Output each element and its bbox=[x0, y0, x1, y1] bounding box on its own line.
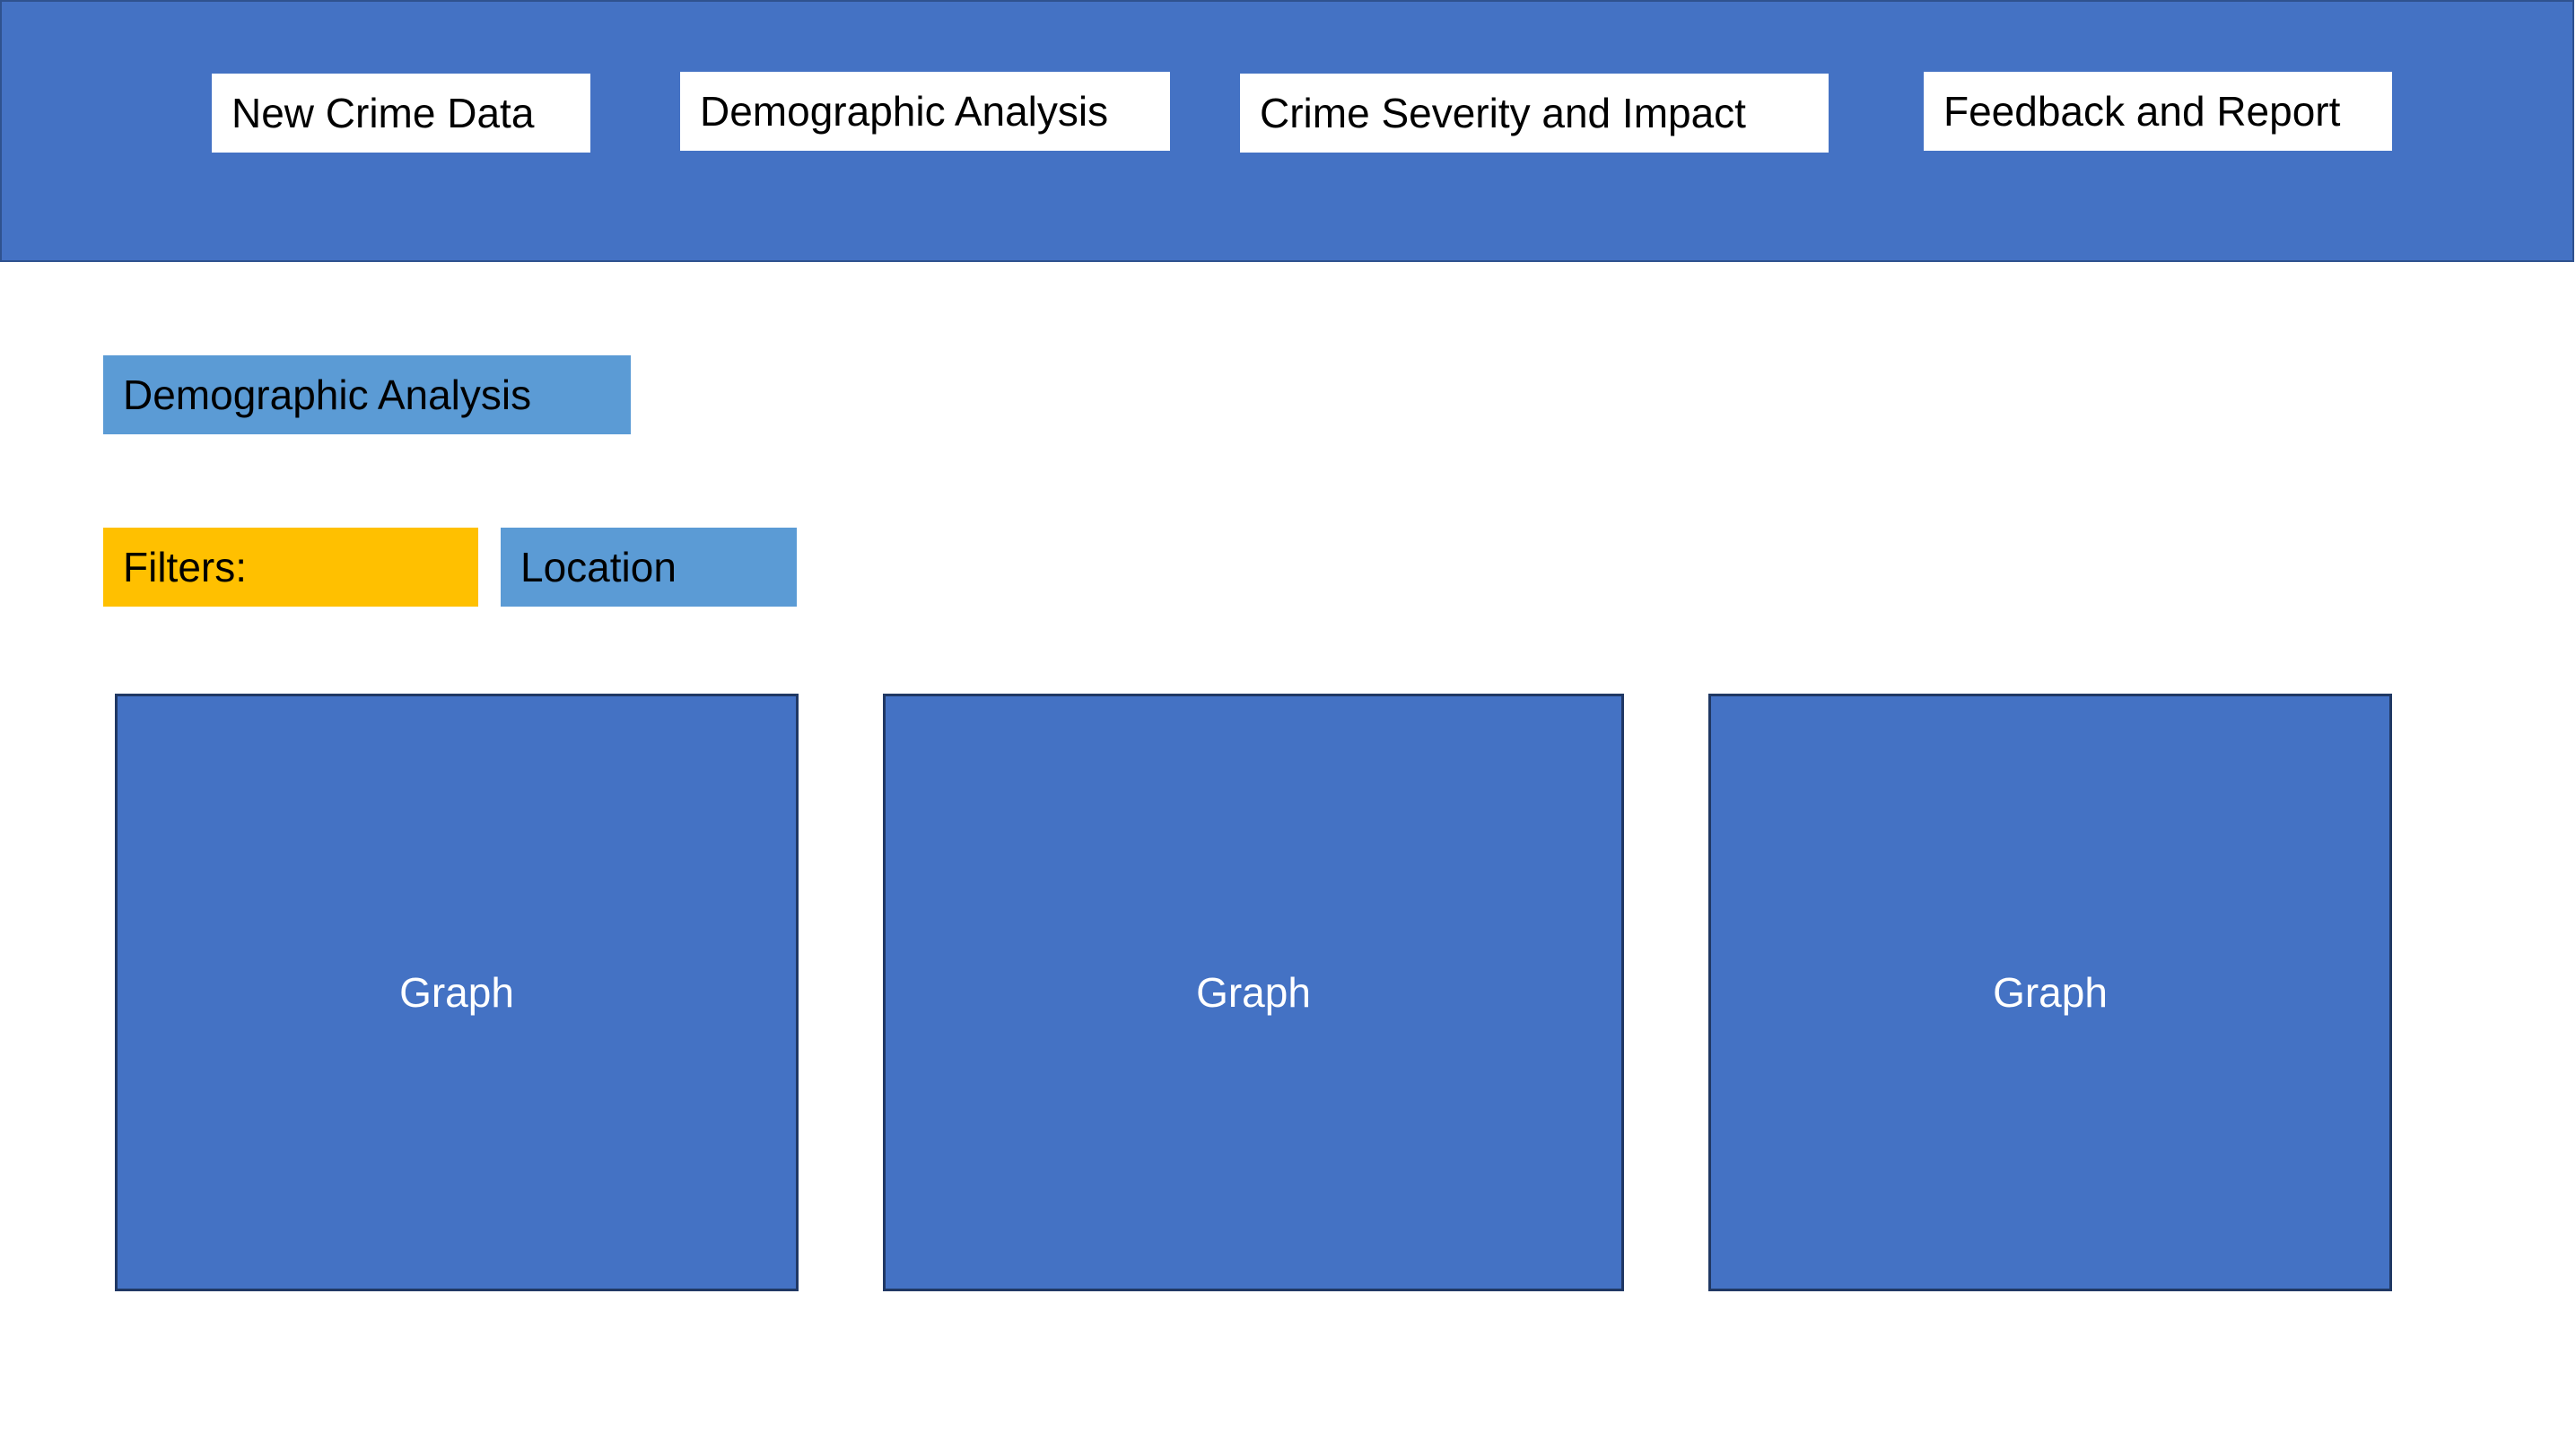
graph-label: Graph bbox=[1993, 969, 2108, 1016]
graph-placeholder-3: Graph bbox=[1708, 694, 2392, 1291]
filters-label: Filters: bbox=[103, 528, 478, 607]
graph-label: Graph bbox=[1196, 969, 1311, 1016]
nav-button-new-crime-data[interactable]: New Crime Data bbox=[212, 74, 590, 153]
graph-placeholder-2: Graph bbox=[883, 694, 1624, 1291]
graph-placeholder-1: Graph bbox=[115, 694, 799, 1291]
graph-label: Graph bbox=[399, 969, 514, 1016]
nav-button-crime-severity-and-impact[interactable]: Crime Severity and Impact bbox=[1240, 74, 1829, 153]
top-nav-bar: New Crime Data Demographic Analysis Crim… bbox=[0, 0, 2574, 262]
section-title: Demographic Analysis bbox=[103, 355, 631, 434]
nav-button-feedback-and-report[interactable]: Feedback and Report bbox=[1924, 72, 2392, 151]
nav-button-demographic-analysis[interactable]: Demographic Analysis bbox=[680, 72, 1170, 151]
filter-location[interactable]: Location bbox=[501, 528, 797, 607]
